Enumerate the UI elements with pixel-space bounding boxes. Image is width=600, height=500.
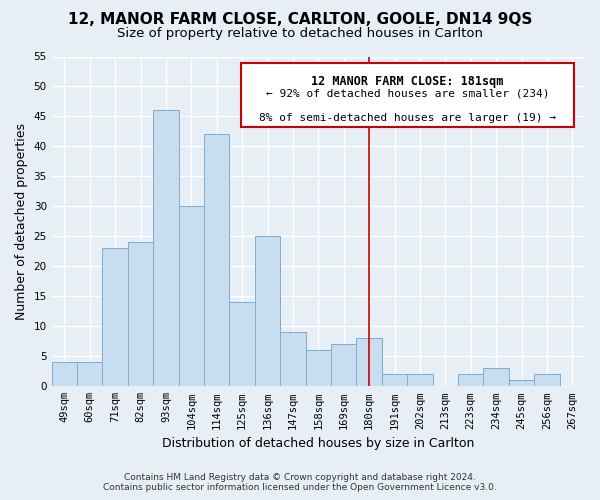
Bar: [280, 332, 305, 386]
Bar: [204, 134, 229, 386]
Text: 8% of semi-detached houses are larger (19) →: 8% of semi-detached houses are larger (1…: [259, 113, 556, 123]
Bar: [255, 236, 280, 386]
Bar: [509, 380, 534, 386]
Bar: [179, 206, 204, 386]
Bar: [128, 242, 153, 386]
Text: ← 92% of detached houses are smaller (234): ← 92% of detached houses are smaller (23…: [266, 89, 550, 99]
Bar: [458, 374, 484, 386]
Text: Size of property relative to detached houses in Carlton: Size of property relative to detached ho…: [117, 28, 483, 40]
Bar: [305, 350, 331, 386]
Bar: [407, 374, 433, 386]
Text: 12 MANOR FARM CLOSE: 181sqm: 12 MANOR FARM CLOSE: 181sqm: [311, 74, 504, 88]
Bar: [153, 110, 179, 386]
FancyBboxPatch shape: [241, 63, 574, 128]
X-axis label: Distribution of detached houses by size in Carlton: Distribution of detached houses by size …: [162, 437, 475, 450]
Bar: [356, 338, 382, 386]
Bar: [484, 368, 509, 386]
Bar: [534, 374, 560, 386]
Bar: [229, 302, 255, 386]
Bar: [52, 362, 77, 386]
Y-axis label: Number of detached properties: Number of detached properties: [15, 123, 28, 320]
Bar: [331, 344, 356, 387]
Bar: [77, 362, 103, 386]
Text: Contains HM Land Registry data © Crown copyright and database right 2024.
Contai: Contains HM Land Registry data © Crown c…: [103, 473, 497, 492]
Text: 12, MANOR FARM CLOSE, CARLTON, GOOLE, DN14 9QS: 12, MANOR FARM CLOSE, CARLTON, GOOLE, DN…: [68, 12, 532, 28]
Bar: [103, 248, 128, 386]
Bar: [382, 374, 407, 386]
